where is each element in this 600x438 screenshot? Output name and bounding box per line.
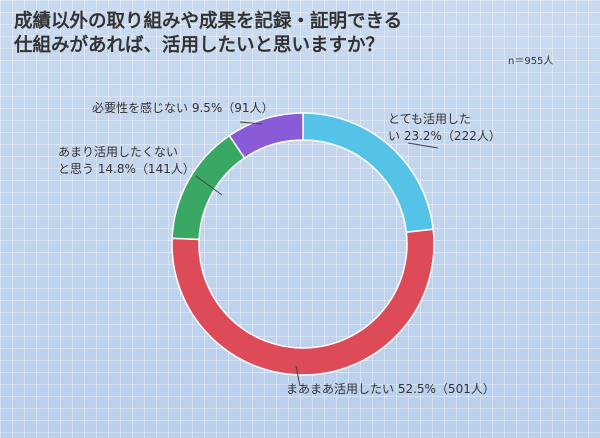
leader-line-3	[239, 121, 263, 125]
slice-3	[228, 112, 304, 160]
slice-label-3-line-0: 必要性を感じない 9.5%（91人）	[92, 100, 274, 115]
chart-title: 成績以外の取り組みや成果を記録・証明できる 仕組みがあれば、活用したいと思います…	[14, 10, 484, 58]
chart-title-line-2: 仕組みがあれば、活用したいと思いますか？	[14, 35, 385, 56]
sample-size-label: n＝955人	[508, 56, 554, 67]
slice-label-0-line-1: い 23.2%（222人）	[388, 129, 501, 143]
slice-1	[171, 228, 435, 376]
leader-line-0	[407, 142, 439, 149]
leader-line-2	[195, 175, 223, 196]
slice-2	[171, 134, 246, 241]
slice-label-0-line-0: とても活用した	[388, 112, 471, 126]
slice-label-2-line-1: と思う 14.8%（141人）	[58, 162, 195, 176]
leader-line-1	[295, 365, 301, 387]
slice-label-1-line-0: まあまあ活用したい 52.5%（501人）	[286, 382, 495, 396]
chart-title-line-1: 成績以外の取り組みや成果を記録・証明できる	[14, 11, 403, 32]
slice-label-2-line-0: あまり活用したくない	[58, 145, 178, 159]
